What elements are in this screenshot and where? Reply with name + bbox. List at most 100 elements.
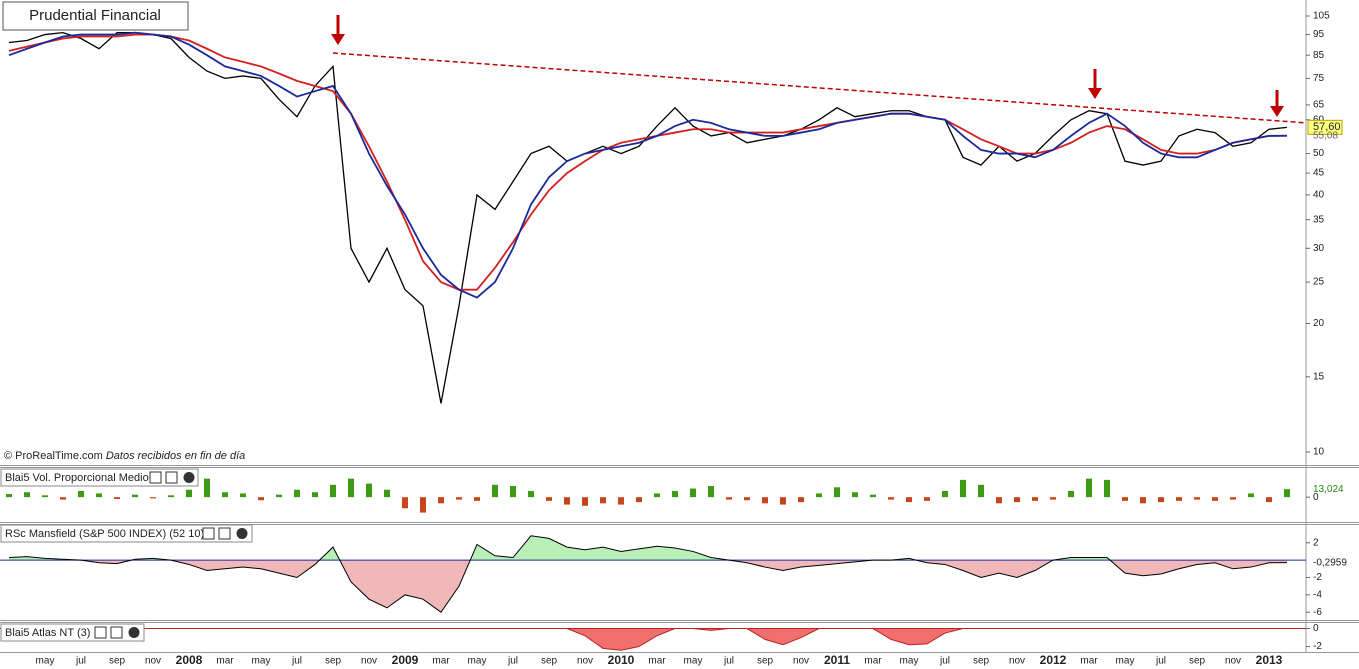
settings-icon[interactable] — [149, 471, 162, 484]
volume-bar — [618, 497, 624, 505]
x-tick-label: sep — [109, 656, 126, 667]
volume-bar — [906, 497, 912, 503]
x-tick-label: mar — [1080, 656, 1098, 667]
volume-bar — [600, 497, 606, 504]
trendline — [332, 52, 1307, 124]
volume-bar — [96, 493, 102, 498]
x-tick-label: sep — [1189, 656, 1206, 667]
x-tick-label: jul — [1155, 656, 1166, 667]
watermark-note: Datos recibidos en fin de día — [106, 450, 245, 462]
x-tick-label: nov — [1225, 656, 1241, 667]
y-tick-label: 40 — [1313, 190, 1325, 201]
volume-bar — [1068, 490, 1074, 498]
volume-bar — [996, 497, 1002, 504]
last-value-box — [1307, 119, 1343, 135]
volume-bar — [114, 497, 120, 500]
y-tick-label: 50 — [1313, 148, 1325, 159]
volume-bar — [1122, 497, 1128, 501]
settings-icon[interactable] — [94, 626, 107, 639]
volume-bar — [762, 497, 768, 504]
indicator-line — [9, 628, 1287, 651]
x-tick-label: mar — [432, 656, 450, 667]
volume-bar — [1176, 497, 1182, 501]
volume-bar — [528, 490, 534, 498]
window-icon[interactable] — [165, 471, 178, 484]
y-tick-label: 2 — [1313, 537, 1319, 548]
volume-bar — [1086, 478, 1092, 498]
volume-bar — [690, 488, 696, 498]
last-value-label: 57,60 — [1313, 121, 1341, 133]
volume-bar — [852, 492, 858, 498]
last-value-label: 55,08 — [1313, 130, 1338, 141]
x-tick-label: nov — [361, 656, 377, 667]
x-tick-label: jul — [507, 656, 518, 667]
volume-bar — [132, 494, 138, 498]
volume-bar — [240, 493, 246, 498]
panel-header: Blai5 Atlas NT (3) — [0, 623, 145, 642]
volume-bar — [942, 490, 948, 498]
y-tick-label: 25 — [1313, 277, 1325, 288]
x-tick-label: sep — [541, 656, 558, 667]
x-tick-label: 2011 — [824, 653, 850, 667]
x-tick-label: mar — [648, 656, 666, 667]
indicator-line — [8, 535, 1288, 613]
volume-bar — [474, 497, 480, 501]
y-tick-label: 75 — [1313, 73, 1325, 84]
volume-bar — [60, 497, 66, 500]
volume-bar — [492, 484, 498, 498]
y-tick-label: -6 — [1313, 607, 1322, 618]
volume-bar — [456, 497, 462, 500]
x-tick-label: may — [468, 656, 487, 667]
x-tick-label: nov — [577, 656, 593, 667]
volume-bar — [1158, 497, 1164, 503]
settings-icon[interactable] — [202, 527, 215, 540]
volume-bar — [636, 497, 642, 503]
close-icon[interactable] — [128, 627, 140, 638]
y-tick-label: 0 — [1313, 623, 1319, 634]
area-positive — [9, 535, 1110, 560]
volume-bar — [708, 486, 714, 498]
panel-title: RSc Mansfield (S&P 500 INDEX) (52 10) — [5, 528, 204, 540]
x-tick-label: 2010 — [608, 653, 635, 667]
area-negative — [9, 560, 1287, 613]
volume-bar — [1140, 497, 1146, 504]
volume-bar — [1212, 497, 1218, 501]
window-icon[interactable] — [110, 626, 123, 639]
volume-bar — [582, 497, 588, 506]
x-tick-label: jul — [723, 656, 734, 667]
watermark-source: © ProRealTime.com — [4, 450, 103, 462]
volume-bar — [1284, 489, 1290, 498]
volume-bar — [510, 486, 516, 498]
panel-title: Blai5 Vol. Proporcional Medio — [5, 472, 149, 484]
close-icon[interactable] — [236, 528, 248, 539]
x-tick-label: sep — [325, 656, 342, 667]
volume-bar — [1266, 497, 1272, 503]
volume-bar — [258, 497, 264, 501]
volume-bar — [222, 492, 228, 498]
x-tick-label: nov — [793, 656, 809, 667]
last-value-label: -0,2959 — [1313, 557, 1347, 568]
y-tick-label: -2 — [1313, 572, 1322, 583]
volume-bar — [1014, 497, 1020, 503]
y-tick-label: 30 — [1313, 243, 1325, 254]
volume-bar — [546, 497, 552, 501]
volume-bar — [1194, 497, 1200, 500]
area-negative — [9, 628, 1287, 651]
volume-bar — [78, 490, 84, 498]
x-tick-label: 2012 — [1040, 653, 1067, 667]
volume-bar — [168, 495, 174, 498]
volume-bar — [726, 497, 732, 500]
volume-bar — [1050, 497, 1056, 500]
volume-bar — [24, 492, 30, 498]
volume-bar — [330, 484, 336, 498]
volume-bar — [960, 479, 966, 498]
volume-bar — [384, 489, 390, 498]
volume-bar — [564, 497, 570, 505]
window-icon[interactable] — [218, 527, 231, 540]
close-icon[interactable] — [183, 472, 195, 483]
last-value-label: 13,024 — [1313, 484, 1344, 495]
volume-bar — [816, 493, 822, 498]
x-tick-label: may — [36, 656, 55, 667]
volume-bar — [870, 494, 876, 498]
x-tick-label: nov — [145, 656, 161, 667]
